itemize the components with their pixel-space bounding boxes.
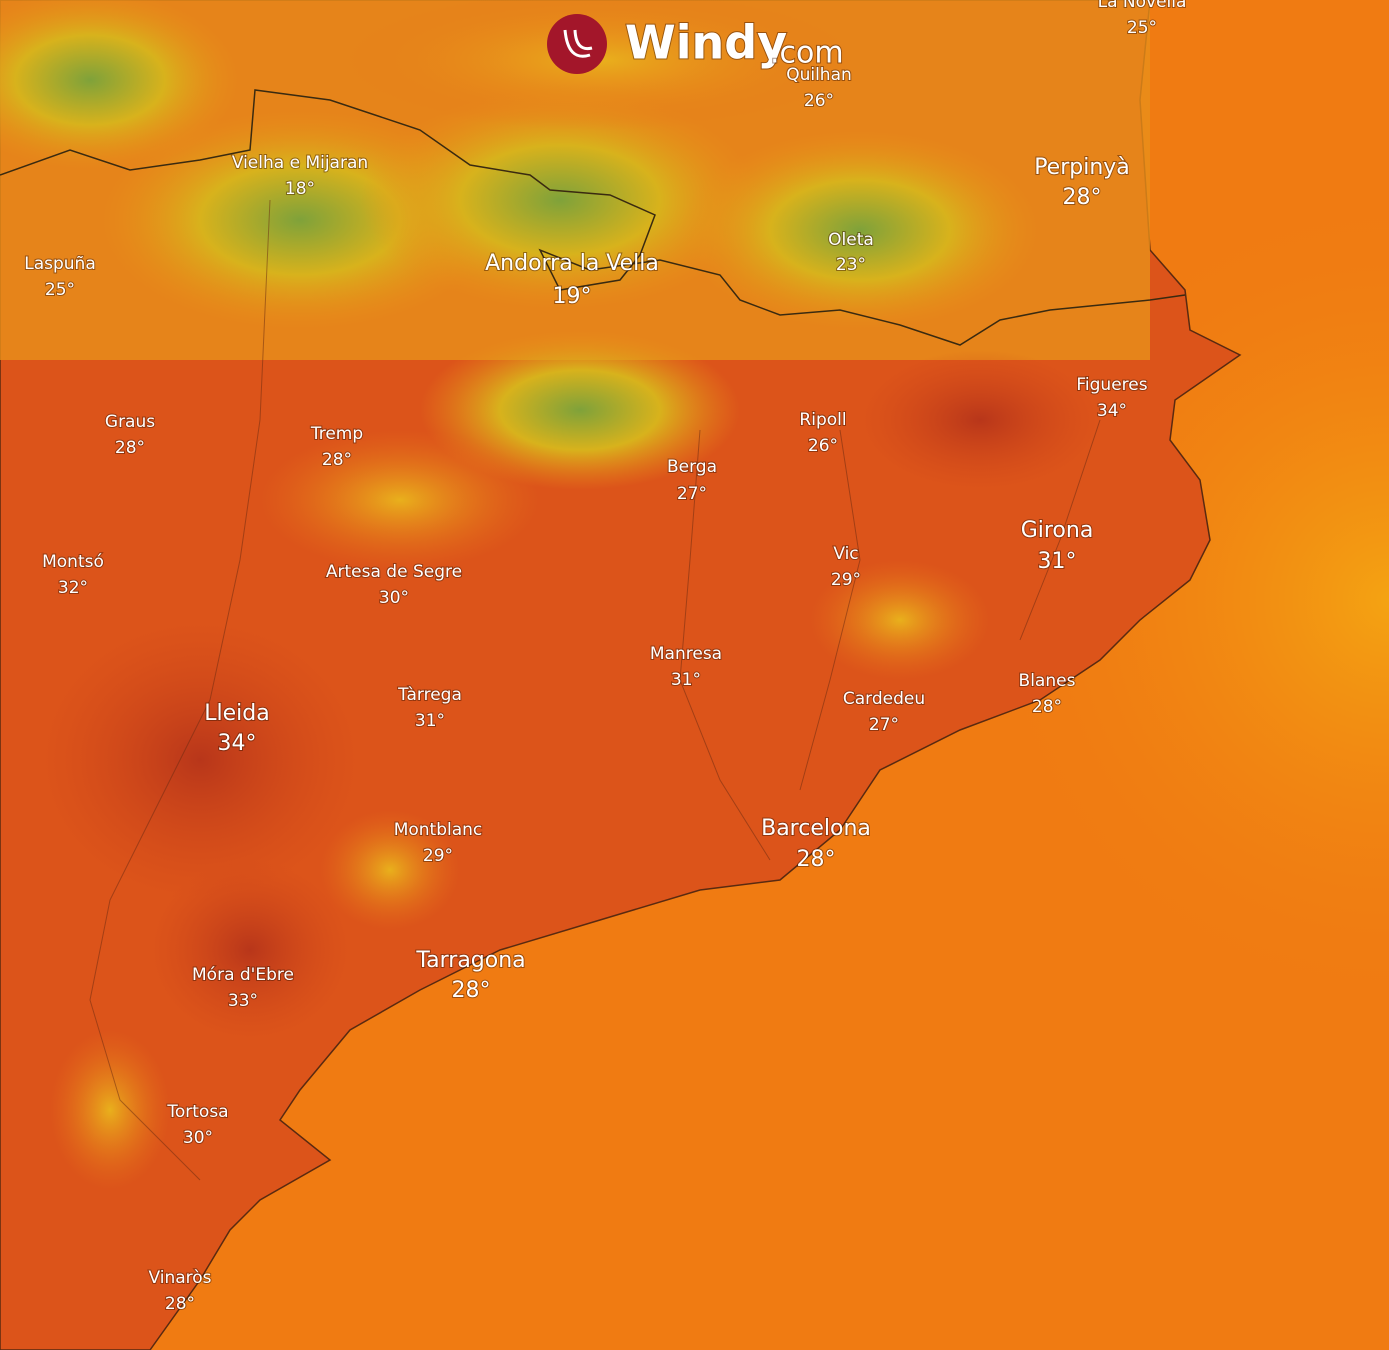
place: Girona 31°	[1020, 517, 1095, 575]
place-name: Tremp	[310, 424, 363, 444]
place-name: Perpinyà	[1034, 155, 1130, 180]
place-temperature: 29°	[831, 570, 861, 590]
place-temperature: 25°	[1127, 18, 1157, 38]
place-temperature: 27°	[677, 484, 707, 504]
place-name: Berga	[667, 457, 717, 477]
place: Blanes 28°	[1018, 670, 1077, 718]
place-name: Montsó	[42, 552, 104, 572]
place: Vinaròs 28°	[147, 1267, 212, 1315]
place-temperature: 32°	[58, 578, 88, 598]
logo-glyph	[563, 29, 593, 58]
place: Móra d'Ebre 33°	[191, 964, 295, 1012]
place: Tàrrega 31°	[396, 684, 463, 732]
place: Tremp 28°	[309, 423, 364, 471]
place-name: Tortosa	[166, 1102, 228, 1122]
place-temperature: 28°	[797, 847, 836, 872]
place-temperature: 23°	[836, 255, 866, 275]
place-name: Manresa	[650, 644, 722, 664]
place-name: La Novella	[1098, 0, 1187, 12]
place-name: Barcelona	[761, 816, 871, 841]
place: Artesa de Segre 30°	[325, 561, 463, 609]
place: Vielha e Mijaran 18°	[231, 152, 369, 200]
place-name: Ripoll	[799, 410, 846, 430]
place: Montsó 32°	[41, 551, 105, 599]
place-temperature: 34°	[218, 731, 257, 756]
place: Montblanc 29°	[393, 819, 484, 867]
place-temperature: 28°	[1032, 697, 1062, 717]
place-name: Graus	[105, 412, 155, 432]
place-name: Vinaròs	[148, 1268, 211, 1288]
place-name: Andorra la Vella	[485, 251, 659, 276]
place: Cardedeu 27°	[842, 688, 926, 736]
place-temperature: 28°	[1063, 185, 1102, 210]
place-temperature: 26°	[808, 436, 838, 456]
place-temperature: 30°	[379, 588, 409, 608]
place: Andorra la Vella 19°	[484, 250, 660, 310]
place: Quilhan 26°	[785, 64, 853, 112]
place-temperature: 34°	[1097, 401, 1127, 421]
border	[0, 89, 1186, 346]
place-name: Girona	[1021, 518, 1094, 543]
place: Lleida 34°	[203, 700, 270, 757]
place-temperature: 28°	[322, 450, 352, 470]
place: Perpinyà 28°	[1033, 154, 1131, 211]
place: Oleta 23°	[827, 229, 875, 276]
logo-name: Windy	[625, 16, 787, 70]
place-name: Montblanc	[394, 820, 483, 840]
place-temperature: 30°	[183, 1128, 213, 1148]
place-name: Quilhan	[786, 65, 852, 85]
place-temperature: 31°	[415, 711, 445, 731]
place-name: Lleida	[204, 701, 269, 726]
place-name: Cardedeu	[843, 689, 925, 709]
logo: Windy .com	[547, 14, 845, 74]
place: Ripoll 26°	[798, 409, 847, 457]
place: Manresa 31°	[649, 643, 723, 691]
place-name: Blanes	[1019, 671, 1076, 691]
logo-suffix: .com	[770, 36, 844, 71]
place-temperature: 25°	[45, 280, 75, 300]
place-temperature: 28°	[452, 978, 491, 1003]
place-temperature: 29°	[423, 846, 453, 866]
place-name: Figueres	[1076, 375, 1147, 395]
place-temperature: 28°	[165, 1294, 195, 1314]
place: Laspuña 25°	[23, 253, 97, 301]
place: Tarragona 28°	[414, 947, 526, 1004]
place: Graus 28°	[104, 411, 156, 459]
place-name: Vielha e Mijaran	[232, 153, 368, 173]
place: Barcelona 28°	[760, 815, 872, 873]
place: La Novella 25°	[1097, 0, 1188, 39]
place-temperature: 31°	[1038, 549, 1077, 574]
place-temperature: 18°	[285, 179, 315, 199]
relief	[0, 0, 1100, 1190]
place: Figueres 34°	[1075, 374, 1148, 422]
place-temperature: 26°	[804, 91, 834, 111]
place-name: Laspuña	[24, 254, 96, 274]
rivers	[89, 199, 1101, 1181]
place-name: Vic	[833, 544, 858, 564]
place-temperature: 27°	[869, 715, 899, 735]
place-name: Móra d'Ebre	[192, 965, 294, 985]
place-temperature: 33°	[228, 991, 258, 1011]
place: Tortosa 30°	[165, 1101, 229, 1149]
places: La Novella 25° Quilhan 26° Perpinyà 28° Vielha…	[23, 0, 1188, 1315]
place-temperature: 31°	[671, 670, 701, 690]
place-name: Artesa de Segre	[326, 562, 462, 582]
place-name: Oleta	[828, 230, 874, 250]
place-name: Tàrrega	[397, 685, 462, 705]
place-temperature: 19°	[553, 284, 592, 309]
place: Vic 29°	[830, 543, 862, 591]
place: Berga 27°	[666, 456, 718, 505]
place-temperature: 28°	[115, 438, 145, 458]
place-name: Tarragona	[415, 948, 525, 973]
